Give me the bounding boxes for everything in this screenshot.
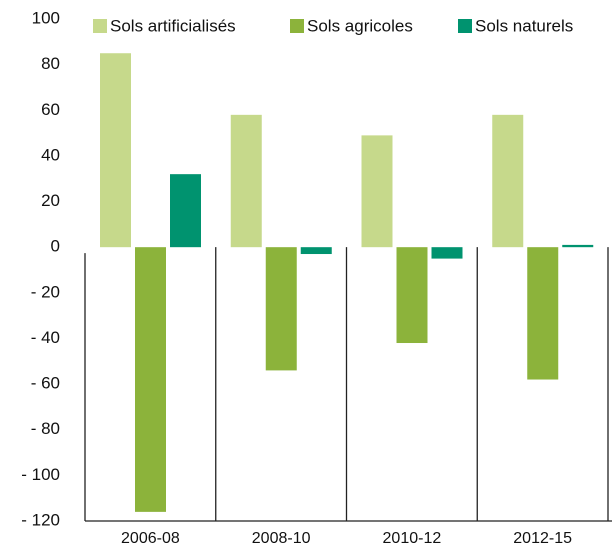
x-tick-label: 2008-10 [252, 530, 311, 547]
bar [300, 247, 332, 255]
x-tick-label: 2010-12 [383, 530, 442, 547]
legend-label: Sols artificialisés [110, 16, 236, 35]
y-tick-label: - 100 [21, 465, 60, 484]
y-tick-label: 60 [41, 100, 60, 119]
y-tick-label: 40 [41, 145, 60, 164]
bar [431, 247, 463, 259]
bar [170, 174, 201, 248]
y-tick-label: 0 [51, 237, 60, 256]
legend-label: Sols agricoles [307, 16, 413, 35]
legend-label: Sols naturels [475, 16, 573, 35]
bar [527, 247, 559, 380]
bar [230, 114, 262, 248]
bar [361, 135, 393, 248]
x-tick-label: 2006-08 [121, 530, 180, 547]
x-tick-label: 2012-15 [513, 530, 572, 547]
y-tick-label: - 40 [31, 328, 60, 347]
y-tick-label: 80 [41, 54, 60, 73]
y-tick-label: 100 [32, 8, 60, 27]
y-tick-label: - 60 [31, 374, 60, 393]
y-tick-label: - 80 [31, 419, 60, 438]
y-tick-label: - 120 [21, 510, 60, 529]
y-tick-label: 20 [41, 191, 60, 210]
legend-swatch [93, 19, 107, 33]
bar [135, 247, 166, 512]
legend-swatch [290, 19, 304, 33]
y-tick-label: - 20 [31, 282, 60, 301]
legend-swatch [458, 19, 472, 33]
bar [396, 247, 428, 344]
bar [492, 114, 524, 248]
bar [265, 247, 297, 371]
bar [100, 53, 131, 248]
bar [562, 244, 594, 248]
